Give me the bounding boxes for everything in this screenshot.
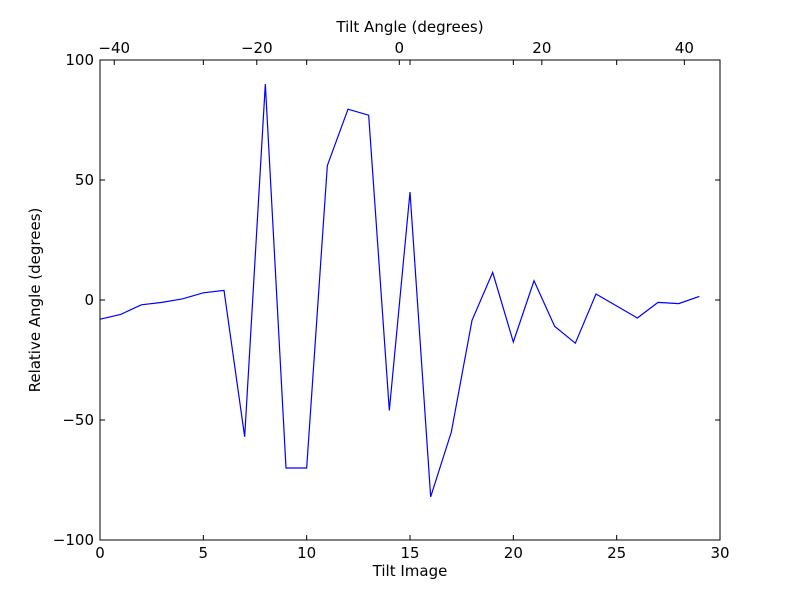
y-axis-title: Relative Angle (degrees) xyxy=(26,208,44,393)
x-tick-label: 20 xyxy=(504,544,523,562)
x2-tick-label: 20 xyxy=(532,39,551,57)
y-tick-label: 100 xyxy=(65,51,94,69)
x-tick-label: 15 xyxy=(400,544,419,562)
x2-tick-label: 0 xyxy=(395,39,405,57)
x-tick-label: 5 xyxy=(199,544,209,562)
x2-axis-ticks: −40 −20 0 20 40 xyxy=(98,39,694,65)
plot-frame xyxy=(99,59,721,541)
y-tick-label: −50 xyxy=(62,411,94,429)
y-axis-ticks: −100 −50 0 50 100 xyxy=(53,51,720,549)
y-tick-label: 0 xyxy=(84,291,94,309)
x-axis-title: Tilt Image xyxy=(372,562,448,580)
x-tick-label: 25 xyxy=(607,544,626,562)
series-group xyxy=(99,83,700,497)
x2-axis-title: Tilt Angle (degrees) xyxy=(335,18,483,36)
x2-tick-label: 40 xyxy=(675,39,694,57)
x-tick-label: 10 xyxy=(297,544,316,562)
x-axis-ticks: 0 5 10 15 20 25 30 xyxy=(95,60,730,562)
x-tick-label: 0 xyxy=(95,544,105,562)
y-tick-label: 50 xyxy=(75,171,94,189)
x2-tick-label: −20 xyxy=(241,39,273,57)
series-line xyxy=(99,83,700,497)
x-tick-label: 30 xyxy=(710,544,729,562)
x2-tick-label: −40 xyxy=(98,39,130,57)
y-tick-label: −100 xyxy=(53,531,94,549)
